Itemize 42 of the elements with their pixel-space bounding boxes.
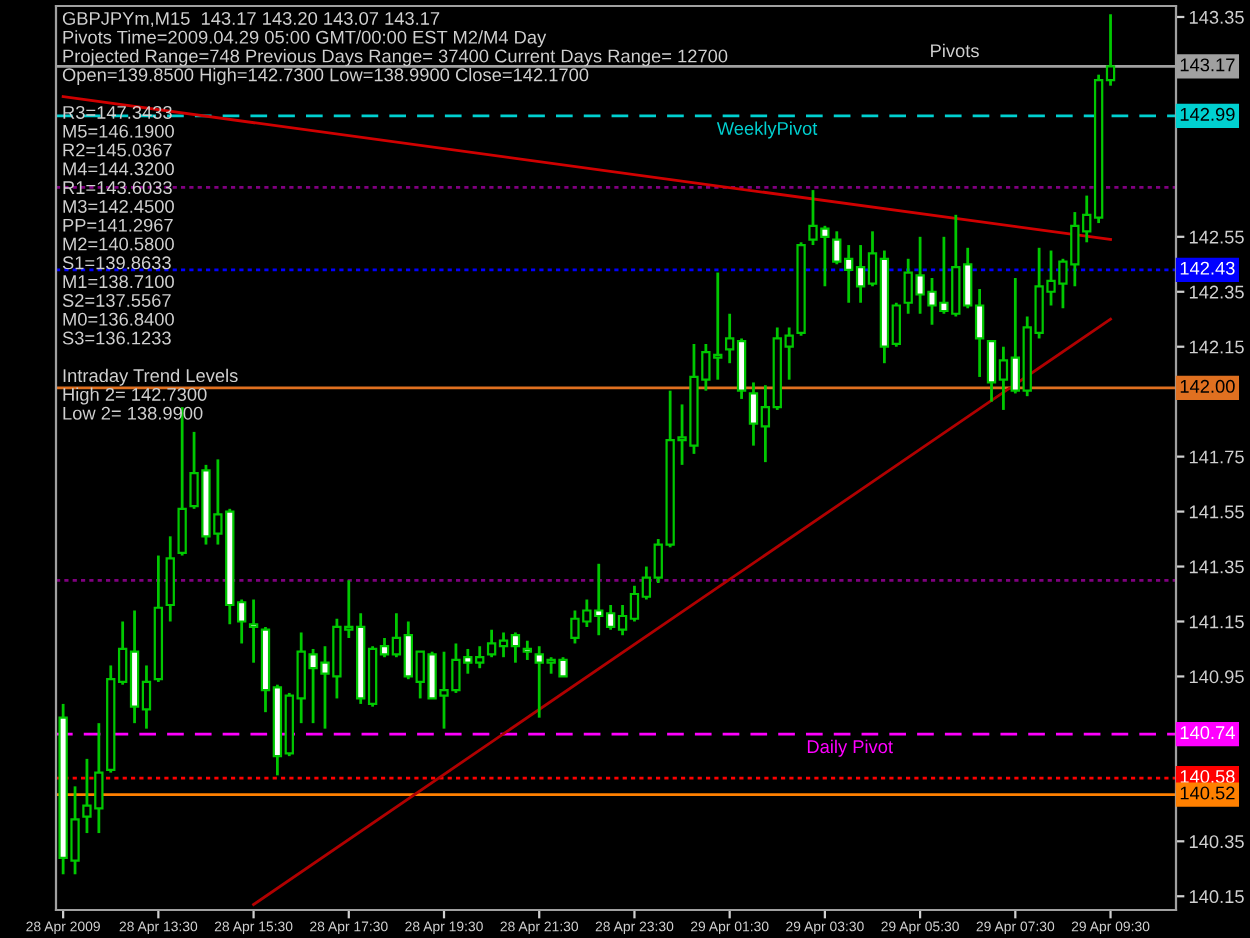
ref-line-label: 142.99 (1180, 107, 1235, 121)
annotation: R1=143.6033 (63, 181, 172, 195)
y-tick-label: 140.35 (1189, 835, 1244, 849)
ref-line-label: 143.17 (1180, 58, 1235, 72)
candlestick (522, 639, 533, 662)
y-tick-label: 141.55 (1189, 505, 1244, 519)
y-tick-label: 140.15 (1189, 890, 1244, 904)
annotation: R2=145.0367 (63, 143, 172, 157)
y-tick-label: 141.75 (1189, 450, 1244, 464)
annotation: M5=146.1900 (63, 124, 174, 138)
y-tick-label: 141.15 (1189, 615, 1244, 629)
annotation: Daily Pivot (807, 739, 893, 757)
ref-line-label: 140.74 (1180, 726, 1235, 740)
chart-title: GBPJPYm,M15 143.17 143.20 143.07 143.17 (62, 11, 440, 28)
annotation: M0=136.8400 (63, 312, 174, 326)
y-tick-label: 142.55 (1189, 230, 1244, 244)
annotation: M4=144.3200 (63, 162, 174, 176)
y-tick-label: 142.15 (1189, 340, 1244, 354)
ref-line-label: 142.00 (1180, 379, 1235, 393)
ref-line-label: 140.52 (1180, 786, 1235, 800)
y-tick-label: 142.35 (1189, 285, 1244, 299)
annotation: M2=140.5800 (63, 237, 174, 251)
y-tick-label: 141.35 (1189, 560, 1244, 574)
annotation: S3=136.1233 (62, 331, 171, 345)
annotation: Intraday Trend Levels (63, 368, 238, 386)
annotation: Pivots (931, 43, 979, 58)
annotation: Pivots Time=2009.04.29 05:00 GMT/00:00 EST M2/M4 Day (63, 30, 547, 48)
annotation: PP=141.2967 (63, 218, 173, 232)
annotation: M3=142.4500 (63, 199, 174, 213)
y-tick-label: 143.35 (1189, 10, 1244, 24)
annotation: High 2= 142.7300 (63, 387, 207, 405)
ref-line-label: 140.58 (1180, 770, 1235, 784)
annotation: Projected Range=748 Previous Days Range= 37400 Current Days Range= 12700 (63, 49, 728, 67)
candlestick (165, 534, 175, 623)
annotation: S2=137.5567 (62, 293, 171, 307)
annotation: WeeklyPivot (716, 121, 818, 139)
annotation: M1=138.7100 (63, 275, 174, 289)
annotation: S1=139.8633 (62, 256, 171, 270)
annotation: Open=139.8500 High=142.7300 Low=138.9900 Close=142.1700 (62, 67, 589, 85)
candlestick (248, 598, 259, 665)
y-tick-label: 140.95 (1189, 670, 1244, 684)
ref-line-label: 142.43 (1180, 261, 1235, 275)
